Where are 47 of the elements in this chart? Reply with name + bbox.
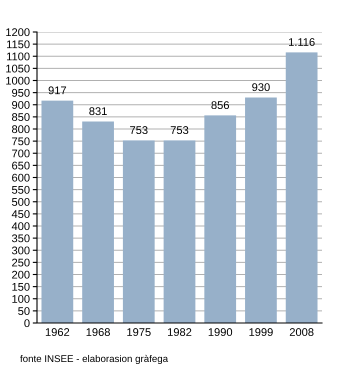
x-tick-label: 1962 — [46, 328, 70, 336]
bar — [204, 115, 236, 323]
y-tick-label: 500 — [12, 198, 30, 206]
y-tick-label: 400 — [12, 222, 30, 230]
y-tick-label: 1200 — [6, 28, 30, 36]
data-label: 1.116 — [289, 38, 315, 46]
y-tick-label: 850 — [12, 113, 30, 122]
y-tick-label: 300 — [12, 246, 30, 254]
x-tick-label: 1975 — [127, 328, 151, 336]
y-tick-label: 250 — [12, 258, 30, 267]
data-label: 753 — [170, 126, 188, 134]
bar — [122, 140, 155, 323]
y-tick-label: 150 — [12, 282, 30, 291]
y-tick-label: 650 — [12, 162, 30, 170]
bar — [164, 140, 196, 323]
y-tick-label: 750 — [12, 137, 30, 146]
bar — [245, 97, 277, 323]
data-label: 831 — [89, 107, 107, 116]
y-tick-label: 600 — [12, 174, 30, 182]
y-tick-label: 1000 — [6, 76, 30, 85]
bar — [41, 100, 74, 323]
y-tick-label: 900 — [12, 101, 30, 109]
x-tick-label: 1990 — [208, 328, 232, 336]
y-tick-label: 1050 — [6, 64, 30, 73]
y-tick-label: 1100 — [7, 52, 30, 60]
y-tick-label: 550 — [12, 186, 30, 194]
source-note: fonte INSEE - elaborasion gràfega — [20, 354, 168, 364]
y-tick-label: 1150 — [7, 40, 30, 48]
data-label: 753 — [130, 126, 148, 134]
x-tick-label: 1982 — [168, 328, 192, 336]
y-tick-label: 350 — [12, 234, 30, 242]
y-tick-label: 950 — [12, 88, 30, 97]
x-tick-label: 1968 — [86, 328, 110, 336]
y-tick-label: 450 — [12, 210, 30, 218]
data-label: 930 — [252, 83, 270, 92]
bar — [82, 121, 114, 323]
y-tick-label: 100 — [12, 295, 30, 303]
y-tick-label: 0 — [24, 319, 30, 328]
y-tick-label: 800 — [12, 125, 30, 134]
data-label: 917 — [48, 86, 66, 94]
x-tick-label: 2008 — [290, 328, 314, 336]
bar — [286, 52, 318, 323]
y-tick-label: 200 — [12, 270, 30, 279]
y-tick-label: 700 — [12, 150, 30, 158]
data-label: 856 — [211, 101, 229, 110]
x-tick-label: 1999 — [249, 328, 273, 336]
y-tick-label: 50 — [18, 307, 30, 316]
